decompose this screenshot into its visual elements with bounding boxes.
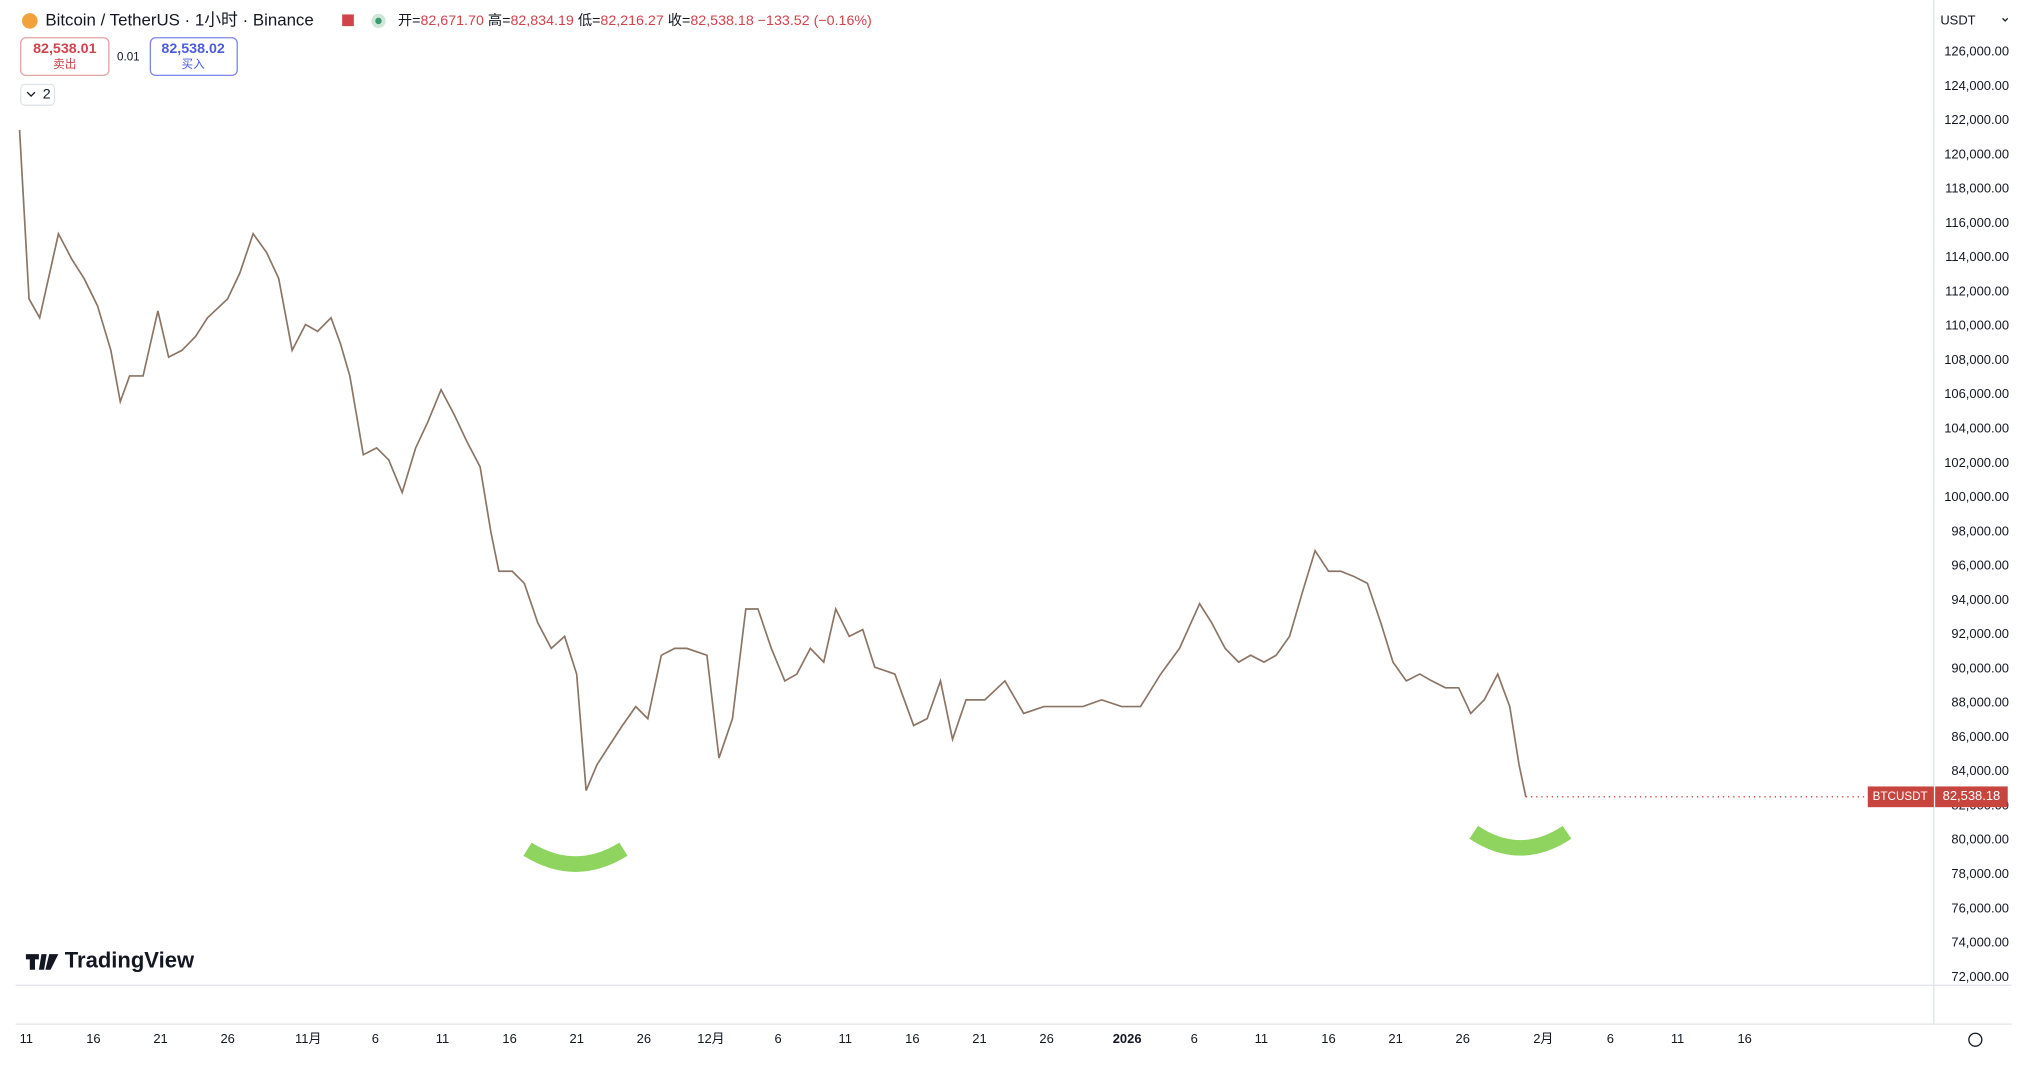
- chevron: [26, 91, 36, 98]
- y-tick-label: 106,000.00: [1944, 386, 2009, 401]
- highlight-arc: [1469, 825, 1572, 856]
- x-tick-label: 11: [1671, 1031, 1684, 1046]
- value: 82,216.27: [600, 13, 663, 29]
- y-tick-label: 98,000.00: [1951, 523, 2009, 538]
- y-tick-label: 88,000.00: [1951, 695, 2009, 710]
- indicator-count[interactable]: 2: [43, 87, 51, 103]
- y-tick-label: 80,000.00: [1951, 832, 2009, 847]
- y-tick-label: 120,000.00: [1944, 146, 2009, 161]
- sell-label[interactable]: 卖出: [53, 57, 76, 71]
- buy-button[interactable]: [149, 37, 238, 77]
- y-tick-label: 92,000.00: [1951, 626, 2009, 641]
- change: −133.52 (−0.16%): [758, 13, 872, 29]
- x-tick-label: 12月: [697, 1031, 724, 1046]
- x-tick-label: 21: [972, 1031, 986, 1046]
- y-tick-label: 94,000.00: [1951, 592, 2009, 607]
- watermark: TradingView: [25, 948, 195, 973]
- y-tick-label: 112,000.00: [1945, 283, 2009, 298]
- x-tick-label: 16: [905, 1031, 919, 1046]
- x-tick-label: 2月: [1533, 1031, 1553, 1046]
- x-tick-label: 26: [1456, 1031, 1470, 1046]
- y-tick-label: 118,000.00: [1945, 181, 2009, 196]
- y-tick-label: 110,000.00: [1945, 318, 2009, 333]
- indicator-toggle[interactable]: [20, 83, 56, 106]
- x-tick-label: 26: [637, 1031, 651, 1046]
- sell-price[interactable]: 82,538.01: [33, 41, 96, 57]
- y-tick-label: 96,000.00: [1951, 558, 2009, 573]
- y-tick-label: 124,000.00: [1944, 78, 2009, 93]
- symbol-tag: [1867, 786, 1934, 808]
- x-tick-label: 11: [20, 1031, 33, 1046]
- x-tick-label: 11: [436, 1031, 449, 1046]
- currency-select[interactable]: USDT: [1940, 12, 1975, 27]
- x-tick-label: 26: [1039, 1031, 1053, 1046]
- symbol[interactable]: Bitcoin / TetherUS · 1小时 · Binance: [45, 10, 313, 29]
- x-tick-label: 6: [1191, 1031, 1198, 1046]
- y-tick-label: 76,000.00: [1951, 900, 2009, 915]
- y-tick-label: 90,000.00: [1951, 660, 2009, 675]
- x-tick-label: 16: [1737, 1031, 1751, 1046]
- watermark-text: TradingView: [65, 948, 195, 973]
- x-tick-label: 11: [1255, 1031, 1268, 1046]
- y-tick-label: 108,000.00: [1944, 352, 2009, 367]
- y-tick-label: 100,000.00: [1944, 489, 2009, 504]
- x-tick-label: 16: [502, 1031, 516, 1046]
- buy-label[interactable]: 买入: [181, 58, 205, 71]
- x-tick-label: 21: [1388, 1031, 1402, 1046]
- label: 低=: [578, 12, 601, 29]
- x-tick-label: 6: [372, 1031, 379, 1046]
- y-tick-label: 102,000.00: [1944, 455, 2009, 470]
- price-line: [18, 129, 1527, 797]
- label: 收=: [668, 12, 691, 29]
- x-tick-label: 21: [153, 1031, 167, 1046]
- y-tick-label: 114,000.00: [1945, 249, 2009, 264]
- logo: [25, 954, 59, 970]
- chevron: [2002, 17, 2009, 22]
- highlight-arc: [523, 842, 628, 872]
- y-tick-label: 116,000.00: [1945, 215, 2009, 230]
- x-tick-label: 11: [838, 1031, 851, 1046]
- flag-icon[interactable]: [342, 14, 354, 27]
- y-tick-label: 78,000.00: [1951, 866, 2009, 881]
- price-tag: [1935, 786, 2008, 808]
- sell-button[interactable]: [20, 37, 110, 77]
- symbol-tag-label: BTCUSDT: [1873, 790, 1928, 803]
- y-tick-label: 86,000.00: [1951, 729, 2009, 744]
- x-tick-label: 2026: [1113, 1031, 1142, 1046]
- ohlc: 开=82,671.70 高=82,834.19 低=82,216.27 收=82…: [398, 12, 872, 29]
- y-tick-label: 122,000.00: [1944, 112, 2009, 127]
- label: 开=: [398, 13, 421, 29]
- y-tick-label: 84,000.00: [1951, 763, 2009, 778]
- x-tick-label: 26: [220, 1031, 234, 1046]
- price-tag-label: 82,538.18: [1943, 788, 2001, 803]
- spread: 0.01: [117, 50, 140, 63]
- coin-icon: [22, 13, 38, 29]
- x-tick-label: 16: [86, 1031, 100, 1046]
- settings-button[interactable]: [1968, 1032, 1983, 1047]
- value: 82,671.70: [420, 13, 483, 29]
- value: 82,538.18: [690, 13, 753, 29]
- x-tick-label: 6: [774, 1031, 781, 1046]
- x-tick-label: 21: [569, 1031, 583, 1046]
- x-tick-label: 6: [1607, 1031, 1614, 1046]
- y-tick-label: 104,000.00: [1944, 420, 2009, 435]
- x-tick-label: 11月: [295, 1031, 321, 1046]
- value: 82,834.19: [510, 13, 573, 29]
- status-dot: [371, 13, 386, 29]
- buy-price[interactable]: 82,538.02: [161, 41, 224, 57]
- x-tick-label: 16: [1321, 1031, 1335, 1046]
- y-tick-label: 126,000.00: [1944, 44, 2009, 59]
- y-tick-label: 74,000.00: [1951, 935, 2009, 950]
- label: 高=: [488, 12, 511, 29]
- y-tick-label: 72,000.00: [1951, 969, 2009, 984]
